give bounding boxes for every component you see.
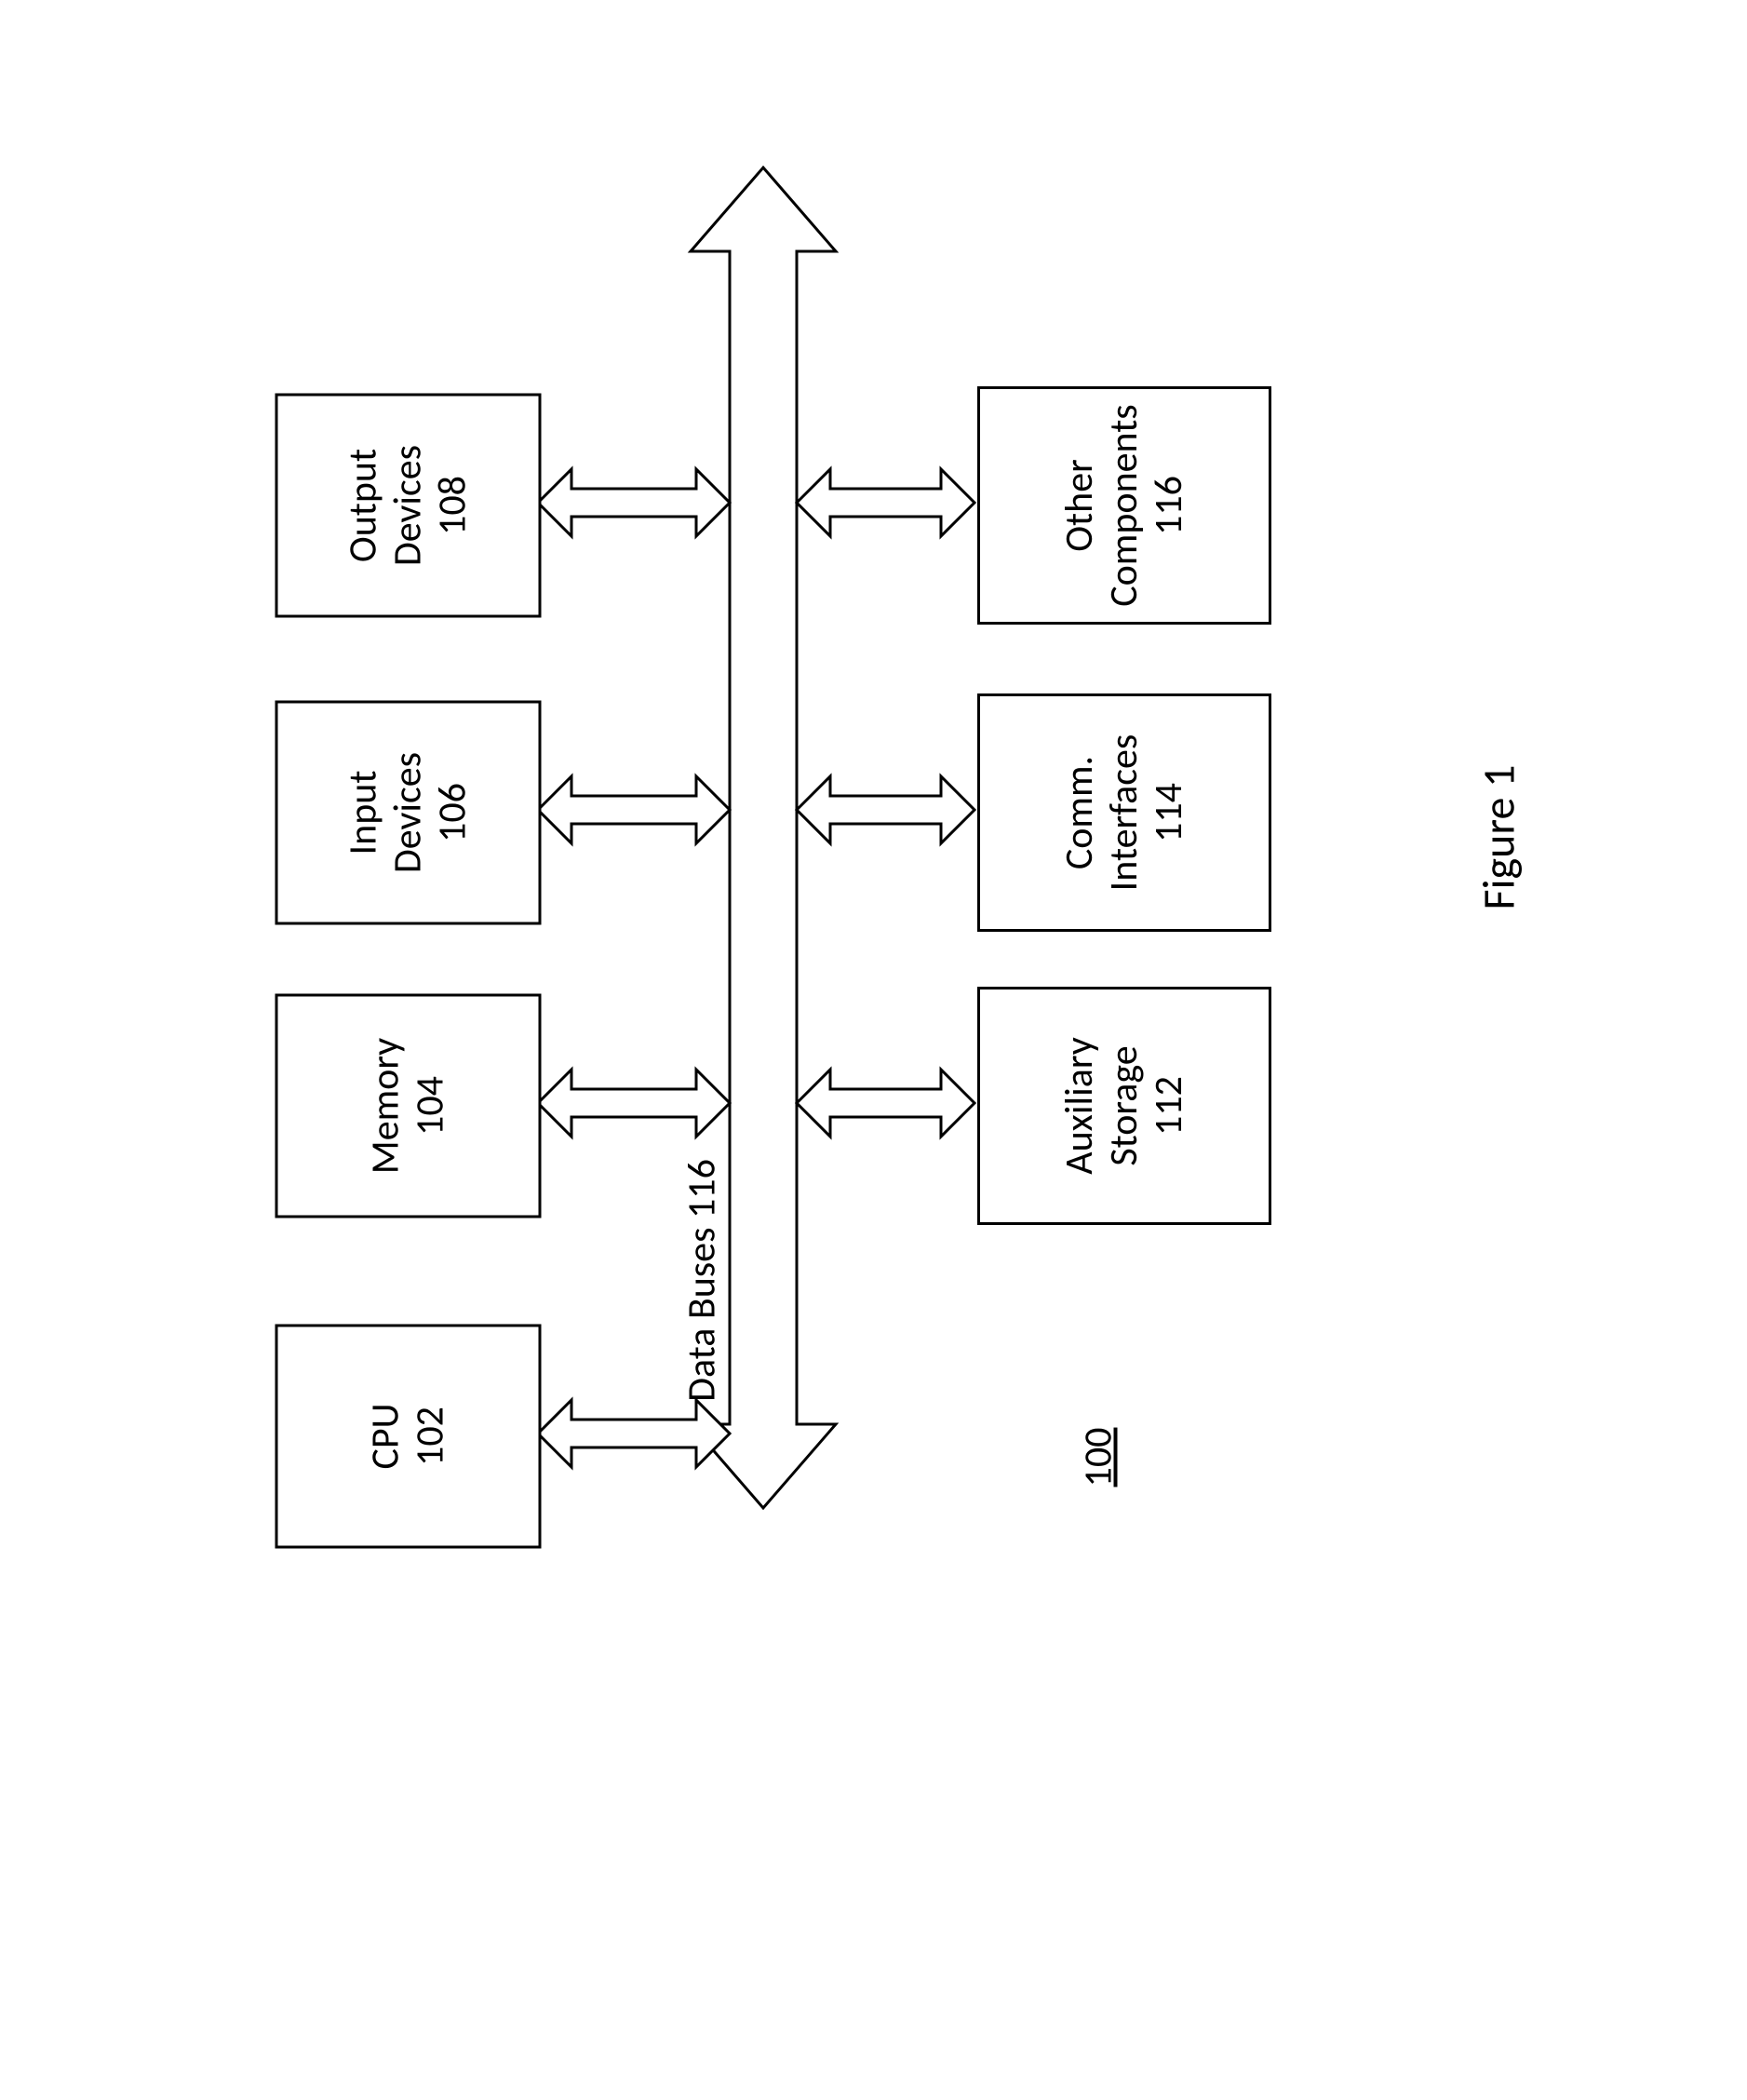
block-comm-interfaces: Comm.Interfaces114	[977, 693, 1271, 932]
block-memory-line2: 104	[408, 1076, 452, 1136]
reference-number: 100	[1075, 1411, 1122, 1504]
block-memory: Memory104	[275, 994, 541, 1218]
connector-memory	[538, 1070, 730, 1137]
block-comm-interfaces-line2: Interfaces	[1102, 734, 1147, 892]
block-other-components-line3: 116	[1147, 476, 1191, 535]
block-memory-line1: Memory	[363, 1038, 408, 1174]
block-aux-storage-line1: Auxiliary	[1057, 1037, 1102, 1174]
connector-aux-storage	[797, 1070, 974, 1137]
block-output-devices-line3: 108	[430, 476, 475, 535]
connector-comm-interfaces	[797, 776, 974, 843]
block-input-devices-line2: Devices	[385, 752, 430, 873]
bus-label: Data Buses 116	[679, 1141, 726, 1420]
block-output-devices-line2: Devices	[385, 445, 430, 566]
block-input-devices: InputDevices106	[275, 701, 541, 925]
block-cpu-line1: CPU	[363, 1403, 408, 1469]
connector-output-devices	[538, 469, 730, 536]
connector-other-components	[797, 469, 974, 536]
block-comm-interfaces-line1: Comm.	[1057, 756, 1102, 869]
block-other-components-line1: Other	[1057, 459, 1102, 551]
block-other-components-line2: Components	[1102, 404, 1147, 606]
block-input-devices-line1: Input	[341, 771, 385, 855]
block-cpu: CPU102	[275, 1325, 541, 1549]
block-input-devices-line3: 106	[430, 783, 475, 842]
block-output-devices: OutputDevices108	[275, 394, 541, 618]
svg-shapes	[0, 0, 1747, 2100]
block-other-components: OtherComponents116	[977, 386, 1271, 625]
block-aux-storage-line2: Storage	[1102, 1045, 1147, 1165]
diagram-root: CPU102Memory104InputDevices106OutputDevi…	[0, 0, 1747, 2100]
block-comm-interfaces-line3: 114	[1147, 783, 1191, 842]
block-output-devices-line1: Output	[341, 449, 385, 562]
block-aux-storage: AuxiliaryStorage112	[977, 987, 1271, 1225]
block-cpu-line2: 102	[408, 1407, 452, 1466]
figure-caption: Figure 1	[1472, 726, 1526, 949]
connector-input-devices	[538, 776, 730, 843]
block-aux-storage-line3: 112	[1147, 1076, 1191, 1136]
